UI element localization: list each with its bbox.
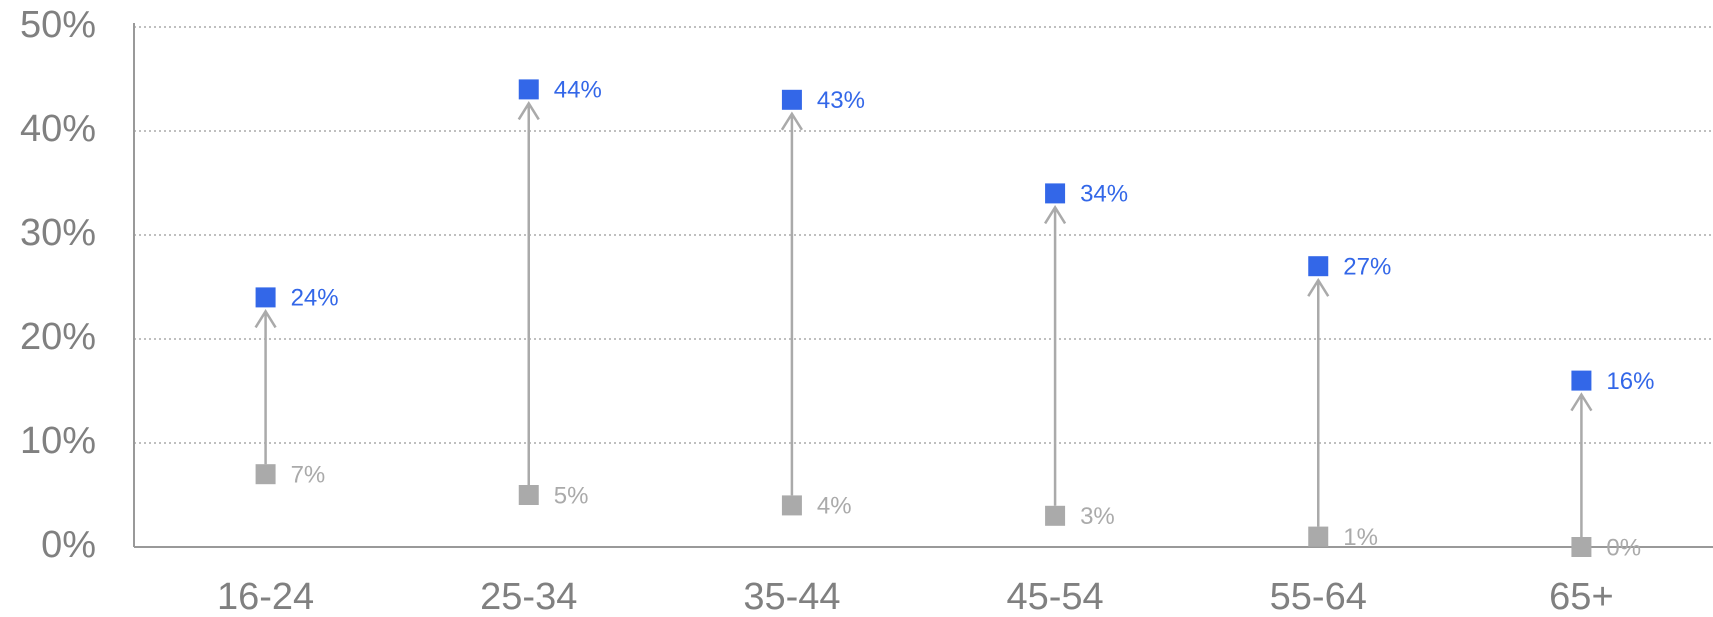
marker	[1045, 183, 1066, 204]
data-label: 44%	[554, 77, 602, 104]
data-label: 34%	[1080, 181, 1128, 208]
data-label: 3%	[1080, 503, 1115, 530]
data-label: 27%	[1343, 254, 1391, 281]
x-tick-label: 65+	[1549, 576, 1613, 617]
x-tick-label: 45-54	[1006, 576, 1103, 617]
change-arrow	[517, 101, 540, 485]
x-tick-label: 35-44	[743, 576, 840, 617]
data-label: 16%	[1606, 368, 1654, 395]
change-arrow	[780, 111, 803, 496]
change-arrow	[1044, 205, 1067, 506]
change-arrow	[254, 309, 277, 465]
y-tick-label: 50%	[20, 4, 96, 46]
y-tick-label: 20%	[20, 316, 96, 358]
data-label: 0%	[1606, 534, 1641, 561]
data-label: 7%	[291, 462, 326, 489]
data-label: 1%	[1343, 524, 1378, 551]
marker	[1045, 505, 1066, 526]
data-label: 43%	[817, 87, 865, 114]
marker	[781, 89, 802, 110]
marker	[255, 287, 276, 308]
y-tick-label: 10%	[20, 420, 96, 462]
marker	[1308, 256, 1329, 277]
data-label: 4%	[817, 493, 852, 520]
marker	[1571, 370, 1592, 391]
change-arrow	[1307, 277, 1330, 527]
change-arrow	[1570, 392, 1593, 537]
marker	[518, 485, 539, 505]
marker	[255, 464, 276, 485]
y-tick-label: 40%	[20, 108, 96, 150]
marker	[1308, 526, 1329, 547]
marker	[518, 79, 539, 100]
y-tick-label: 0%	[41, 524, 96, 566]
marker	[781, 495, 802, 516]
x-tick-label: 16-24	[217, 576, 314, 617]
data-label: 24%	[291, 285, 339, 312]
y-tick-label: 30%	[20, 212, 96, 254]
x-tick-label: 55-64	[1270, 576, 1367, 617]
data-label: 5%	[554, 482, 589, 509]
x-tick-label: 25-34	[480, 576, 577, 617]
marker	[1571, 537, 1592, 557]
